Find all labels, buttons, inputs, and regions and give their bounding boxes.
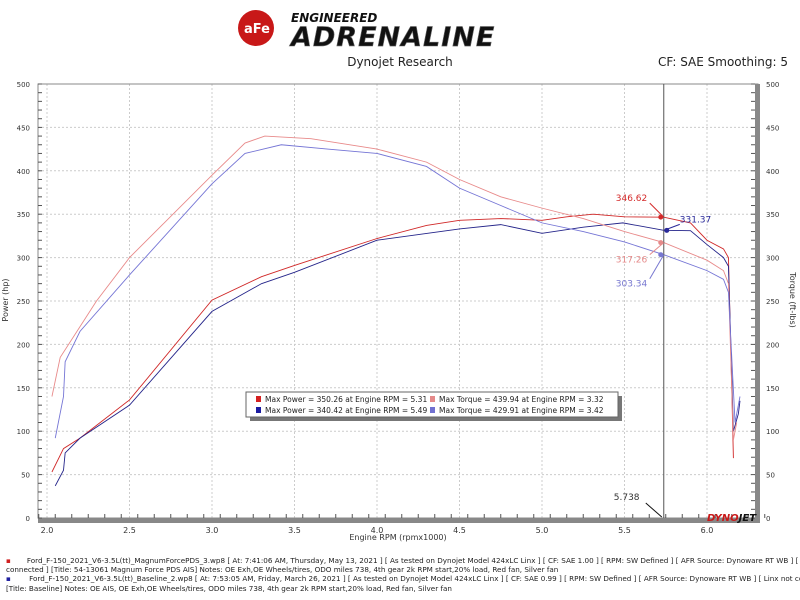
y-tick-label: 0 [26, 515, 30, 523]
y2-tick-label: 200 [766, 341, 779, 349]
footer-run1-line2: connected ] [Title: 54-13061 Magnum Forc… [6, 565, 559, 574]
cursor-value-label: 303.34 [616, 280, 648, 290]
series-line-1 [54, 222, 741, 487]
svg-text:ENGINEERED: ENGINEERED [291, 11, 377, 25]
y2-tick-label: 500 [766, 81, 779, 89]
y2-tick-label: 400 [766, 168, 779, 176]
footer-run2-line2: [Title: Baseline] Notes: OE AIS, OE Exh,… [6, 584, 452, 593]
legend-entry: Max Power = 340.42 at Engine RPM = 5.49 [265, 406, 427, 415]
x-tick-label: 3.5 [288, 526, 301, 535]
cursor-rpm-label: 5.738 [614, 493, 640, 503]
y2-tick-label: 350 [766, 211, 779, 219]
cursor-value-label: 346.62 [616, 194, 648, 204]
series-line-2 [51, 135, 738, 440]
cursor-value-arrow [649, 254, 665, 279]
x-tick-label: 3.0 [206, 526, 219, 535]
x-tick-label: 5.5 [618, 526, 631, 535]
y-tick-label: 50 [21, 472, 30, 480]
y2-tick-label: 150 [766, 385, 779, 393]
legend-entry: Max Torque = 429.91 at Engine RPM = 3.42 [439, 406, 604, 415]
x-tick-label: 6.0 [701, 526, 714, 535]
y-axis-label: Power (hp) [1, 278, 10, 321]
footer-run2-line1: ▪ Ford_F-150_2021_V6-3.5L(tt)_Baseline_2… [6, 574, 800, 583]
dynojet-logo: DYNOJET [707, 513, 757, 524]
x-axis-bar [38, 518, 760, 523]
legend-swatch [256, 396, 261, 402]
legend-entry: Max Torque = 439.94 at Engine RPM = 3.32 [439, 395, 604, 404]
y-tick-label: 350 [17, 211, 30, 219]
y-tick-label: 500 [17, 81, 30, 89]
grid [38, 83, 755, 519]
cursor-value-arrowhead [658, 240, 664, 246]
y2-tick-label: 300 [766, 255, 779, 263]
cursor-value-label: 331.37 [680, 215, 712, 225]
y2-tick-label: 100 [766, 428, 779, 436]
series-line-0 [51, 213, 734, 473]
correction-factor-label: CF: SAE Smoothing: 5 [657, 55, 788, 69]
y-tick-label: 250 [17, 298, 30, 306]
x-tick-label: 4.5 [453, 526, 466, 535]
legend-swatch [256, 407, 261, 413]
y-tick-label: 450 [17, 124, 30, 132]
x-tick-label: 4.0 [371, 526, 384, 535]
footer-run1-line1: ▪ Ford_F-150_2021_V6-3.5L(tt)_MagnumForc… [6, 556, 800, 565]
x-axis-label: Engine RPM (rpmx1000) [349, 533, 446, 542]
legend-swatch [430, 396, 435, 402]
dyno-chart: 2.0 2.5 3.0 3.5 4.0 4.5 5.0 5.5 6.0 0 0 50 50 100 100 1… [1, 81, 797, 542]
x-tick-label: 5.0 [536, 526, 549, 535]
y-tick-label: 200 [17, 341, 30, 349]
x-tick-label: 2.5 [123, 526, 136, 535]
cursor-value-arrowhead [664, 227, 670, 233]
svg-text:aFe: aFe [244, 22, 270, 37]
afe-logo-circle [238, 10, 274, 46]
y-tick-label: 100 [17, 428, 30, 436]
cursor-value-arrowhead [658, 252, 664, 258]
y2-tick-label: 0 [766, 515, 770, 523]
x-tick-label: 2.0 [41, 526, 54, 535]
right-axis-bar [755, 84, 760, 520]
cursor-rpm-arrow [645, 502, 663, 518]
y2-axis-label: Torque (ft-lbs) [788, 271, 797, 328]
y2-tick-label: 50 [766, 472, 775, 480]
y-tick-label: 400 [17, 168, 30, 176]
legend: Max Power = 350.26 at Engine RPM = 5.31 M… [245, 391, 622, 421]
series-line-3 [54, 144, 741, 439]
chart-subtitle: Dynojet Research [347, 55, 453, 69]
y-tick-label: 300 [17, 255, 30, 263]
cursor-value-arrowhead [658, 214, 664, 220]
y2-tick-label: 250 [766, 298, 779, 306]
legend-entry: Max Power = 350.26 at Engine RPM = 5.31 [265, 395, 427, 404]
svg-text:ADRENALINE: ADRENALINE [289, 22, 495, 50]
y2-tick-label: 450 [766, 124, 779, 132]
legend-swatch [430, 407, 435, 413]
y-tick-label: 150 [17, 385, 30, 393]
afe-adrenaline-logo: aFe ENGINEERED ADRENALINE [238, 10, 495, 50]
cursor-value-label: 317.26 [616, 256, 648, 266]
